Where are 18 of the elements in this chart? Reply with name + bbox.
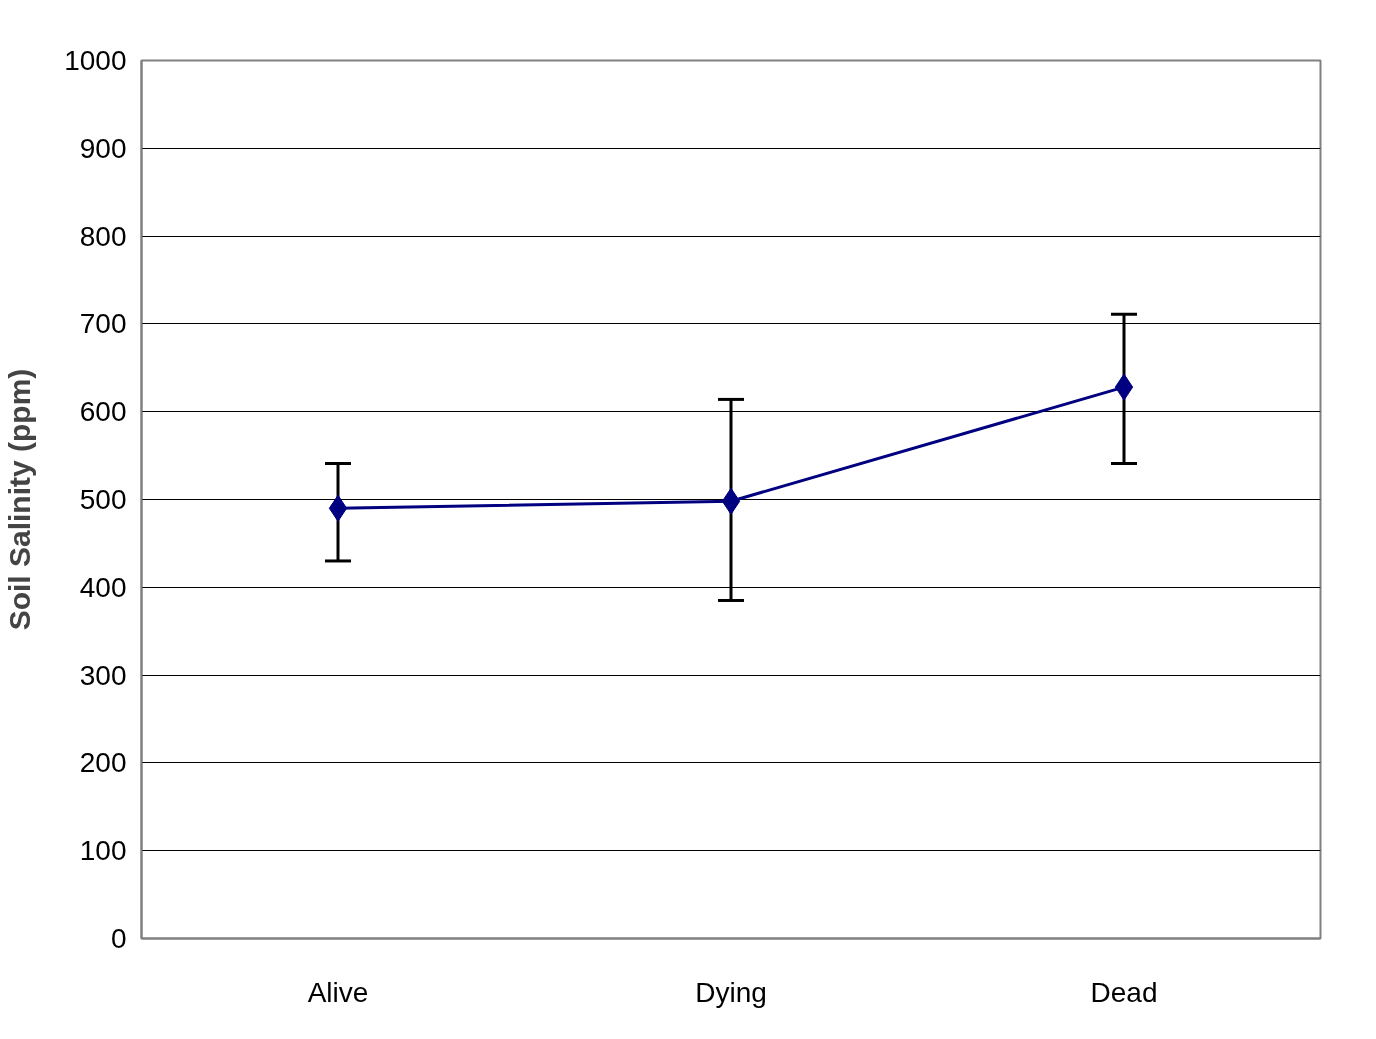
y-tick-label: 0: [110, 923, 127, 954]
point: [721, 487, 741, 515]
x-tick-label: Alive: [307, 976, 369, 1008]
point: [328, 494, 348, 522]
y-tick-label: 900: [79, 132, 127, 164]
y-tick-label: 700: [79, 308, 127, 340]
y-tick-label: 1000: [64, 45, 127, 76]
point: [1114, 373, 1134, 401]
y-tick-label: 100: [79, 835, 127, 867]
y-tick-label: 200: [79, 747, 127, 779]
y-tick-label: 300: [79, 659, 127, 691]
y-tick-label: 800: [79, 220, 127, 252]
y-axis-title: Soil Salinity (ppm): [3, 368, 37, 631]
x-tick-label: Dying: [695, 976, 767, 1008]
y-tick-label: 400: [79, 571, 127, 603]
y-tick-label: 600: [79, 396, 127, 428]
x-tick-label: Dead: [1090, 976, 1158, 1008]
y-tick-label: 500: [79, 484, 127, 515]
